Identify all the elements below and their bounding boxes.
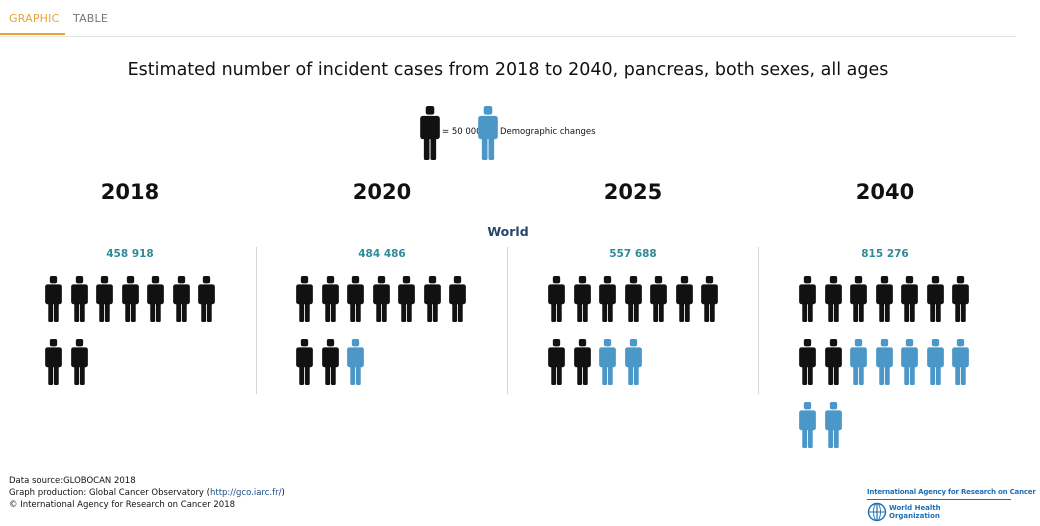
person-icon: [347, 276, 364, 322]
tab-table[interactable]: TABLE: [73, 12, 109, 25]
value-label-2040: 815 276: [861, 248, 909, 260]
person-icon: [799, 276, 816, 322]
year-label-2020: 2020: [352, 180, 412, 204]
person-icon: [599, 276, 616, 322]
logo-who-line2: Organization: [889, 512, 940, 520]
logo-who-line1: World Health: [889, 504, 941, 512]
demographic-person-icon: [799, 402, 816, 448]
legend-base-person-icon: [420, 106, 440, 160]
footer-production: Graph production: Global Cancer Observat…: [9, 487, 285, 499]
person-icon: [423, 276, 441, 322]
logo-who-text: World Health Organization: [889, 504, 941, 520]
legend-demographic-label: Demographic changes: [500, 127, 596, 137]
logo-rule: [867, 499, 1011, 500]
demographic-person-icon: [952, 339, 969, 385]
person-icon: [147, 276, 164, 322]
footer-production-suffix: ): [281, 488, 285, 498]
demographic-person-icon: [599, 339, 616, 385]
column-divider: [758, 247, 759, 394]
demographic-person-icon: [875, 339, 893, 385]
person-icon: [372, 276, 390, 322]
person-icon: [321, 276, 339, 322]
year-label-2025: 2025: [603, 180, 663, 204]
footer-production-link[interactable]: http://gco.iarc.fr/: [209, 488, 282, 498]
person-icon: [650, 276, 667, 322]
year-label-2018: 2018: [100, 180, 160, 204]
person-icon: [45, 276, 62, 322]
person-icon: [875, 276, 893, 322]
person-icon: [398, 276, 415, 322]
person-icon: [573, 339, 591, 385]
value-label-2020: 484 486: [358, 248, 406, 260]
demographic-person-icon: [901, 339, 918, 385]
demographic-person-icon: [624, 339, 642, 385]
iarc-who-logo: International Agency for Research on Can…: [867, 488, 1036, 524]
person-icon: [198, 276, 215, 322]
demographic-person-icon: [926, 339, 944, 385]
person-icon: [675, 276, 693, 322]
person-icon: [321, 339, 339, 385]
person-icon: [70, 276, 88, 322]
person-icon: [548, 339, 565, 385]
footer-production-prefix: Graph production: Global Cancer Observat…: [9, 488, 210, 498]
footer-data-source: Data source:GLOBOCAN 2018: [9, 476, 136, 486]
region-label: World: [487, 224, 529, 239]
demographic-person-icon: [850, 339, 867, 385]
tab-bar: GRAPHIC TABLE: [0, 0, 1016, 37]
person-icon: [296, 276, 313, 322]
tab-graphic-active-indicator: [0, 33, 65, 35]
demographic-person-icon: [824, 402, 842, 448]
person-icon: [172, 276, 190, 322]
footer: Data source:GLOBOCAN 2018 Graph producti…: [9, 475, 285, 511]
logo-iarc-text: International Agency for Research on Can…: [867, 488, 1036, 496]
person-icon: [824, 276, 842, 322]
column-divider: [507, 247, 508, 394]
person-icon: [70, 339, 88, 385]
chart-title: Estimated number of incident cases from …: [127, 60, 889, 80]
person-icon: [701, 276, 718, 322]
person-icon: [548, 276, 565, 322]
legend-unit-label: = 50 000: [442, 127, 482, 137]
person-icon: [45, 339, 62, 385]
person-icon: [799, 339, 816, 385]
demographic-person-icon: [347, 339, 364, 385]
who-emblem-icon: [867, 502, 887, 522]
person-icon: [850, 276, 867, 322]
person-icon: [824, 339, 842, 385]
person-icon: [901, 276, 918, 322]
person-icon: [121, 276, 139, 322]
tab-graphic[interactable]: GRAPHIC: [9, 12, 60, 25]
person-icon: [952, 276, 969, 322]
value-label-2018: 458 918: [106, 248, 154, 260]
footer-copyright: © International Agency for Research on C…: [9, 500, 236, 510]
person-icon: [96, 276, 113, 322]
person-icon: [449, 276, 466, 322]
person-icon: [926, 276, 944, 322]
person-icon: [624, 276, 642, 322]
person-icon: [296, 339, 313, 385]
person-icon: [573, 276, 591, 322]
value-label-2025: 557 688: [609, 248, 657, 260]
column-divider: [256, 247, 257, 394]
year-label-2040: 2040: [855, 180, 915, 204]
legend-demographic-person-icon: [478, 106, 498, 160]
